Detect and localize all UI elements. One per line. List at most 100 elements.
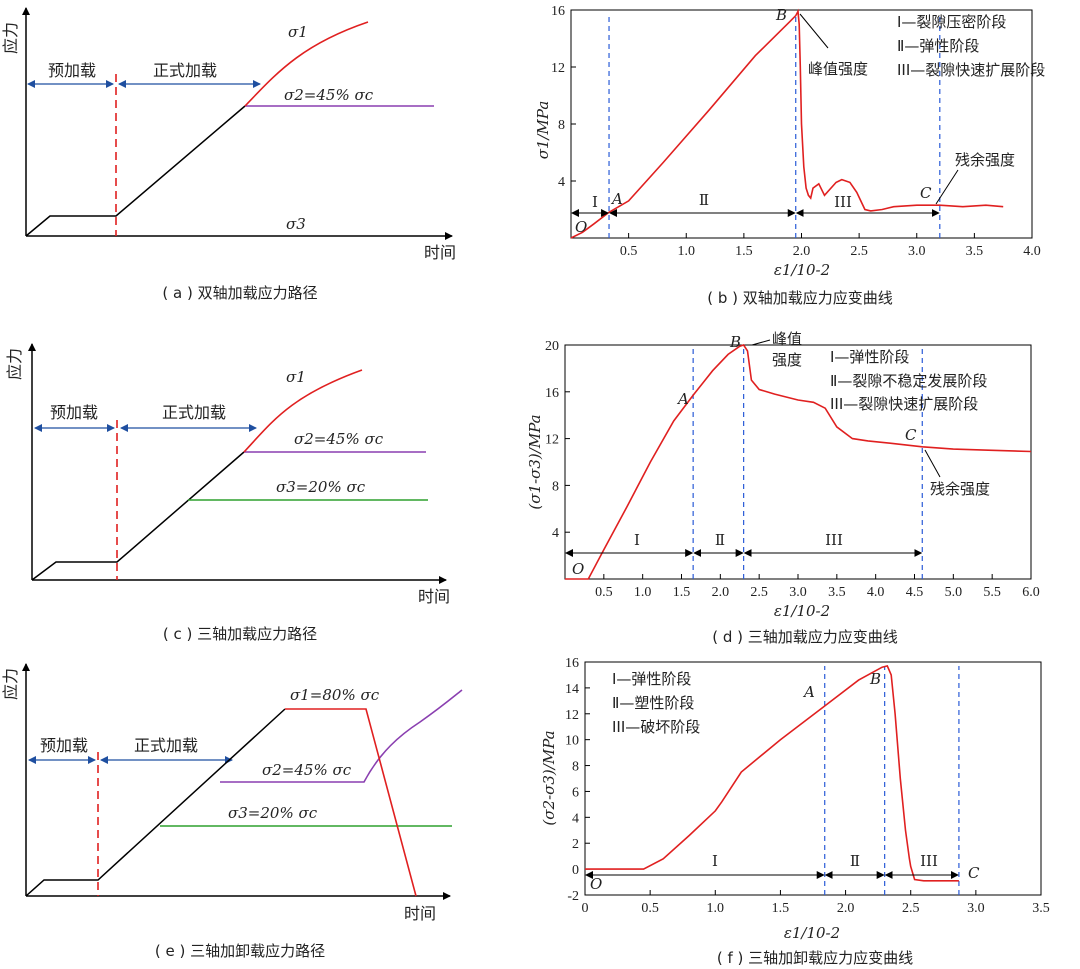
y-tick-label: 16 [545, 386, 559, 401]
x-tick-label: 1.0 [678, 244, 696, 259]
panel-f-plot-frame [584, 661, 1042, 896]
panel-d-peak-label-2: 强度 [772, 351, 802, 369]
y-tick-label: 4 [572, 811, 579, 826]
x-tick-label: 3.5 [1032, 901, 1050, 916]
panel-d-ylabel: (σ1-σ3)/MPa [526, 414, 544, 509]
y-tick-label: 12 [545, 433, 559, 448]
y-tick-label: 6 [572, 785, 579, 800]
panel-d-residual-leader [924, 449, 941, 478]
y-tick-label: 12 [565, 708, 579, 723]
x-tick-label: 4.0 [1023, 244, 1041, 259]
panel-f-stage-1: Ⅰ [712, 852, 718, 870]
y-tick-label: 12 [551, 61, 565, 76]
x-tick-label: 2.0 [837, 901, 855, 916]
panel-b-residual-label: 残余强度 [955, 151, 1015, 169]
panel-e: 应力 时间 预加载 正式加载 σ1=80% σc σ2=45% σc σ3=20… [1, 663, 463, 960]
panel-e-formal-label: 正式加载 [134, 736, 198, 755]
panel-c-xlabel: 时间 [418, 587, 450, 606]
x-tick-label: 0 [582, 901, 589, 916]
panel-e-s2-label: σ2=45% σc [262, 761, 352, 779]
panel-d-stage-2: Ⅱ [715, 531, 725, 549]
panel-f-legend-1: Ⅰ—弹性阶段 [612, 670, 691, 688]
panel-d-peak-label-1: 峰值 [772, 330, 802, 348]
panel-b-stage-1: Ⅰ [592, 193, 598, 211]
panel-b-point-a: A [610, 190, 623, 208]
panel-d-legend-2: Ⅱ—裂隙不稳定发展阶段 [830, 372, 987, 390]
x-tick-label: 2.0 [793, 244, 811, 259]
panel-d-peak-leader [751, 339, 771, 346]
panel-a: 应力 时间 预加载 正式加载 σ1 σ2=45% σc σ3 ( a ) 双轴加… [1, 7, 456, 302]
panel-a-s2-label: σ2=45% σc [284, 86, 374, 104]
x-tick-label: 2.5 [902, 901, 920, 916]
y-tick-label: 16 [565, 656, 579, 671]
panel-e-s2-line [220, 689, 463, 783]
panel-f-stage-lines [824, 666, 960, 895]
x-tick-label: 0.5 [620, 244, 638, 259]
panel-c-s1-line [243, 369, 363, 453]
panel-b: 0.5 1.0 1.5 2.0 2.5 3.0 3.5 4.0 4 8 12 16 σ1/MPa ε1… [534, 4, 1045, 307]
panel-d-point-o: O [572, 560, 584, 578]
panel-e-ylabel: 应力 [1, 668, 20, 700]
panel-d-point-a: A [676, 390, 689, 408]
panel-a-s1-line [244, 21, 369, 107]
panel-d-legend-3: III—裂隙快速扩展阶段 [830, 395, 978, 413]
y-tick-label: 8 [552, 479, 559, 494]
panel-e-xlabel: 时间 [404, 904, 436, 923]
panel-c-preload-label: 预加载 [50, 403, 98, 422]
panel-d-stage-1: Ⅰ [634, 531, 640, 549]
panel-d-legend-1: Ⅰ—弹性阶段 [830, 348, 909, 366]
panel-a-loading-line [25, 105, 246, 237]
panel-f-xlabel: ε1/10-2 [784, 924, 840, 942]
panel-a-ylabel: 应力 [1, 22, 20, 54]
x-tick-label: 3.0 [967, 901, 985, 916]
panel-d-ticks: 0.5 1.0 1.5 2.0 2.5 3.0 3.5 4.0 4.5 5.0 5.5 6.0 4 8 12… [545, 339, 1040, 600]
panel-c-formal-label: 正式加载 [162, 403, 226, 422]
panel-d-point-c: C [905, 426, 917, 444]
y-tick-label: 8 [558, 118, 565, 133]
panel-e-s3-label: σ3=20% σc [228, 804, 318, 822]
panel-b-xlabel: ε1/10-2 [774, 261, 830, 279]
panel-d-point-b: B [729, 333, 741, 351]
panel-b-point-b: B [775, 6, 787, 24]
panel-b-curve [570, 8, 1004, 239]
panel-b-ylabel: σ1/MPa [534, 101, 552, 160]
x-tick-label: 1.0 [634, 585, 652, 600]
panel-a-s3-label: σ3 [286, 215, 306, 233]
panel-a-s1-label: σ1 [288, 23, 308, 41]
panel-d-xlabel: ε1/10-2 [774, 602, 830, 620]
panel-f-legend-3: III—破坏阶段 [612, 718, 700, 736]
x-tick-label: 1.5 [673, 585, 691, 600]
x-tick-label: 1.0 [707, 901, 725, 916]
panel-e-caption: ( e ) 三轴加卸载应力路径 [155, 942, 325, 960]
y-tick-label: 14 [565, 682, 579, 697]
y-tick-label: 16 [551, 4, 565, 19]
x-tick-label: 6.0 [1022, 585, 1040, 600]
x-tick-label: 2.5 [750, 585, 768, 600]
panel-d-stage-lines [692, 349, 923, 579]
y-tick-label: 0 [572, 863, 579, 878]
panel-f-stage-2: Ⅱ [850, 852, 860, 870]
panel-b-legend-3: III—裂隙快速扩展阶段 [897, 61, 1045, 79]
panel-f-point-o: O [590, 875, 602, 893]
panel-d-stage-3: III [825, 531, 843, 549]
y-tick-label: 2 [572, 837, 579, 852]
y-tick-label: 4 [552, 526, 559, 541]
panel-b-point-c: C [920, 184, 932, 202]
panel-f-caption: ( f ) 三轴加卸载应力应变曲线 [717, 949, 913, 967]
panel-f-ylabel: (σ2-σ3)/MPa [540, 730, 558, 825]
x-tick-label: 0.5 [595, 585, 613, 600]
x-tick-label: 4.0 [867, 585, 885, 600]
y-tick-label: 4 [558, 175, 565, 190]
x-tick-label: 1.5 [735, 244, 753, 259]
panel-e-preload-label: 预加载 [40, 736, 88, 755]
x-tick-label: 5.5 [983, 585, 1001, 600]
x-tick-label: 3.5 [966, 244, 984, 259]
x-tick-label: 5.0 [945, 585, 963, 600]
x-tick-label: 2.5 [850, 244, 868, 259]
panel-c-loading-line [31, 451, 245, 581]
panel-f-legend-2: Ⅱ—塑性阶段 [612, 694, 694, 712]
panel-e-s1-label: σ1=80% σc [290, 686, 380, 704]
panel-c: 应力 时间 预加载 正式加载 σ1 σ2=45% σc σ3=20% σc ( … [5, 343, 450, 643]
